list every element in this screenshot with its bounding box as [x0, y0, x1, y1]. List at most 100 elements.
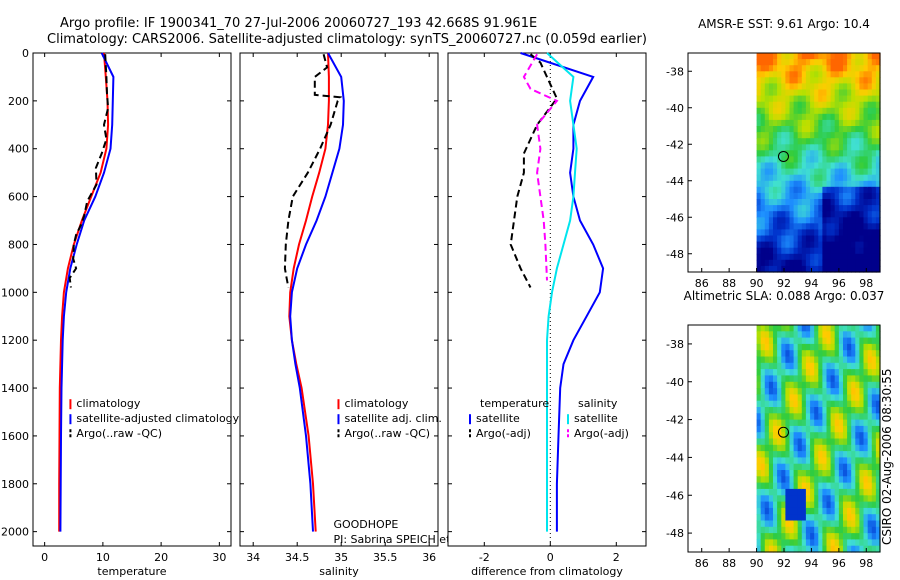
- sla-map-cell: [834, 381, 840, 389]
- sst-map-cell: [838, 229, 844, 237]
- sst-map-cell: [863, 132, 869, 139]
- sla-map-cell: [793, 350, 799, 358]
- sla-map-cell: [838, 331, 844, 339]
- sst-map-cell: [818, 259, 823, 267]
- sst-map-cell: [777, 71, 782, 78]
- sla-map-cell: [785, 413, 791, 421]
- sst-map-cell: [867, 89, 873, 97]
- sla-map-cell: [847, 457, 852, 465]
- sst-map-cell: [834, 156, 840, 164]
- sst-map-cell: [777, 65, 782, 72]
- sst-map-cell: [838, 107, 844, 115]
- sst-map-cell: [867, 180, 873, 188]
- sst-map-cell: [859, 71, 865, 78]
- sla-map-cell: [814, 457, 819, 465]
- sla-map-cell: [777, 539, 782, 547]
- sla-map-cell: [768, 470, 774, 477]
- sst-map-cell: [834, 144, 840, 151]
- sla-map-cell: [773, 325, 778, 332]
- sla-map-cell: [814, 375, 819, 383]
- sst-map-cell: [756, 205, 762, 212]
- sst-map-cell: [834, 259, 840, 267]
- sst-map-cell: [764, 119, 770, 127]
- sst-map-cell: [855, 241, 860, 249]
- sst-map-cell: [855, 217, 860, 224]
- sla-map-cell: [851, 375, 856, 383]
- sla-map-cell: [826, 533, 832, 540]
- sla-map-cell: [867, 495, 873, 503]
- sla-map-cell: [814, 343, 819, 351]
- difference-legend-label: temperature: [480, 397, 549, 410]
- sst-map-cell: [830, 162, 836, 170]
- sla-map-cell: [838, 526, 844, 534]
- sla-map-cell: [843, 394, 848, 402]
- sla-map-cell: [789, 520, 795, 528]
- sst-map-cell: [814, 71, 819, 78]
- sst-map-cell: [777, 180, 782, 188]
- sla-map-cell: [843, 444, 848, 452]
- sla-map-cell: [805, 407, 811, 414]
- sst-map-cell: [789, 253, 795, 261]
- series-line-climatology: [288, 52, 330, 532]
- sla-map-cell: [768, 545, 774, 553]
- sst-map-cell: [764, 162, 770, 170]
- sst-map-xtick-label: 90: [750, 277, 764, 290]
- sla-map-cell: [760, 425, 766, 433]
- sst-map-cell: [822, 211, 828, 218]
- sst-map-cell: [801, 59, 807, 66]
- sla-map-cell: [801, 533, 807, 540]
- sla-map-cell: [773, 337, 778, 345]
- sst-map-cell: [822, 65, 828, 72]
- sla-map-cell: [805, 400, 811, 408]
- sst-map-cell: [851, 259, 856, 267]
- sla-map-cell: [818, 495, 823, 503]
- sla-map-cell: [875, 400, 881, 408]
- sst-map-cell: [875, 89, 881, 97]
- sst-map-cell: [810, 253, 815, 261]
- sst-map-cell: [797, 150, 803, 157]
- sla-map-cell: [773, 362, 778, 370]
- sst-map-cell: [777, 53, 782, 60]
- sst-map-cell: [843, 138, 848, 145]
- sla-map-cell: [773, 463, 778, 471]
- sst-map-cell: [847, 168, 852, 176]
- sst-map-cell: [805, 107, 811, 115]
- series-line-temperature-argo-adj-: [509, 53, 559, 288]
- sla-map-cell: [760, 369, 766, 376]
- sla-map-cell: [801, 356, 807, 364]
- sla-map-cell: [756, 520, 762, 528]
- sla-map-cell: [760, 413, 766, 421]
- sla-map-cell: [875, 470, 881, 477]
- sla-map-cell: [843, 419, 848, 427]
- sla-map-cell: [843, 470, 848, 477]
- sla-map-cell: [814, 495, 819, 503]
- sst-map-cell: [756, 89, 762, 97]
- sst-map-cell: [859, 180, 865, 188]
- sla-map-cell: [838, 369, 844, 376]
- sla-map-cell: [838, 533, 844, 540]
- sst-map-cell: [838, 71, 844, 78]
- sst-map-cell: [875, 156, 881, 164]
- sst-map-cell: [785, 132, 791, 139]
- sst-map-cell: [843, 199, 848, 206]
- sst-map-cell: [781, 235, 786, 243]
- sla-map-cell: [826, 325, 832, 332]
- sst-map-cell: [814, 180, 819, 188]
- sst-map-cell: [793, 65, 799, 72]
- sst-map-cell: [863, 65, 869, 72]
- sst-map-cell: [834, 162, 840, 170]
- sla-map-xtick-label: 98: [859, 557, 873, 570]
- sst-map-cell: [851, 101, 856, 109]
- sla-map-cell: [826, 501, 832, 509]
- sla-map-cell: [810, 343, 815, 351]
- sla-map-cell: [855, 369, 860, 376]
- sla-map-cell: [797, 331, 803, 339]
- sst-map-cell: [756, 95, 762, 103]
- sla-map-cell: [830, 331, 836, 339]
- sst-map-cell: [801, 217, 807, 224]
- sla-map-cell: [781, 425, 786, 433]
- sla-map-cell: [805, 362, 811, 370]
- sst-map-cell: [847, 211, 852, 218]
- sst-map-cell: [818, 192, 823, 200]
- sla-map-cell: [863, 526, 869, 534]
